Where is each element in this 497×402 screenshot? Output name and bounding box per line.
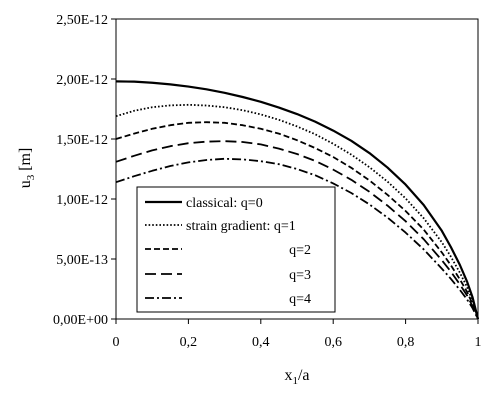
y-tick-label: 5,00E-13	[56, 253, 108, 268]
y-axis-title-subscript: 3	[25, 174, 37, 180]
y-tick-label: 0,00E+00	[53, 313, 108, 328]
series-line-1	[115, 103, 479, 320]
legend-label-4: q=4	[289, 292, 311, 307]
legend-label-3: q=3	[289, 268, 311, 283]
legend-box	[136, 186, 336, 313]
x-tick-label: 0,2	[180, 335, 198, 350]
x-axis-title: x1/a	[284, 367, 309, 387]
series-line-3	[115, 140, 479, 320]
y-axis-title-unit: [m]	[17, 148, 34, 175]
y-tick-label: 1,00E-12	[56, 193, 108, 208]
series-line-0	[115, 80, 480, 320]
x-tick-label: 1	[475, 335, 482, 350]
legend-items: classical: q=0 strain gradient: q=1 q=2 q=3…	[145, 196, 311, 307]
x-axis-ticks: 0 0,2 0,4 0,6 0,8 1	[113, 319, 482, 350]
x-tick-label: 0,6	[324, 335, 342, 350]
legend: classical: q=0 strain gradient: q=1 q=2 q=3…	[136, 186, 336, 313]
series-line-4	[115, 157, 479, 320]
x-axis-title-main: x	[284, 367, 292, 384]
y-axis-title-main: u	[17, 180, 34, 188]
series-lines	[115, 80, 480, 320]
x-axis-title-subscript: 1	[292, 375, 298, 387]
legend-label-2: q=2	[289, 243, 311, 258]
legend-label-1: strain gradient: q=1	[186, 219, 296, 234]
y-axis-title: u3 [m]	[17, 148, 37, 189]
y-tick-label: 2,00E-12	[56, 73, 108, 88]
x-tick-label: 0,4	[252, 335, 270, 350]
y-tick-label: 1,50E-12	[56, 133, 108, 148]
x-tick-label: 0,8	[397, 335, 415, 350]
y-tick-label: 2,50E-12	[56, 13, 108, 28]
x-axis-title-tail: /a	[298, 367, 310, 384]
x-tick-label: 0	[113, 335, 120, 350]
series-line-2	[115, 121, 479, 320]
legend-label-0: classical: q=0	[186, 196, 263, 211]
y-axis-ticks: 0,00E+00 5,00E-13 1,00E-12 1,50E-12 2,00E-12…	[53, 13, 116, 328]
